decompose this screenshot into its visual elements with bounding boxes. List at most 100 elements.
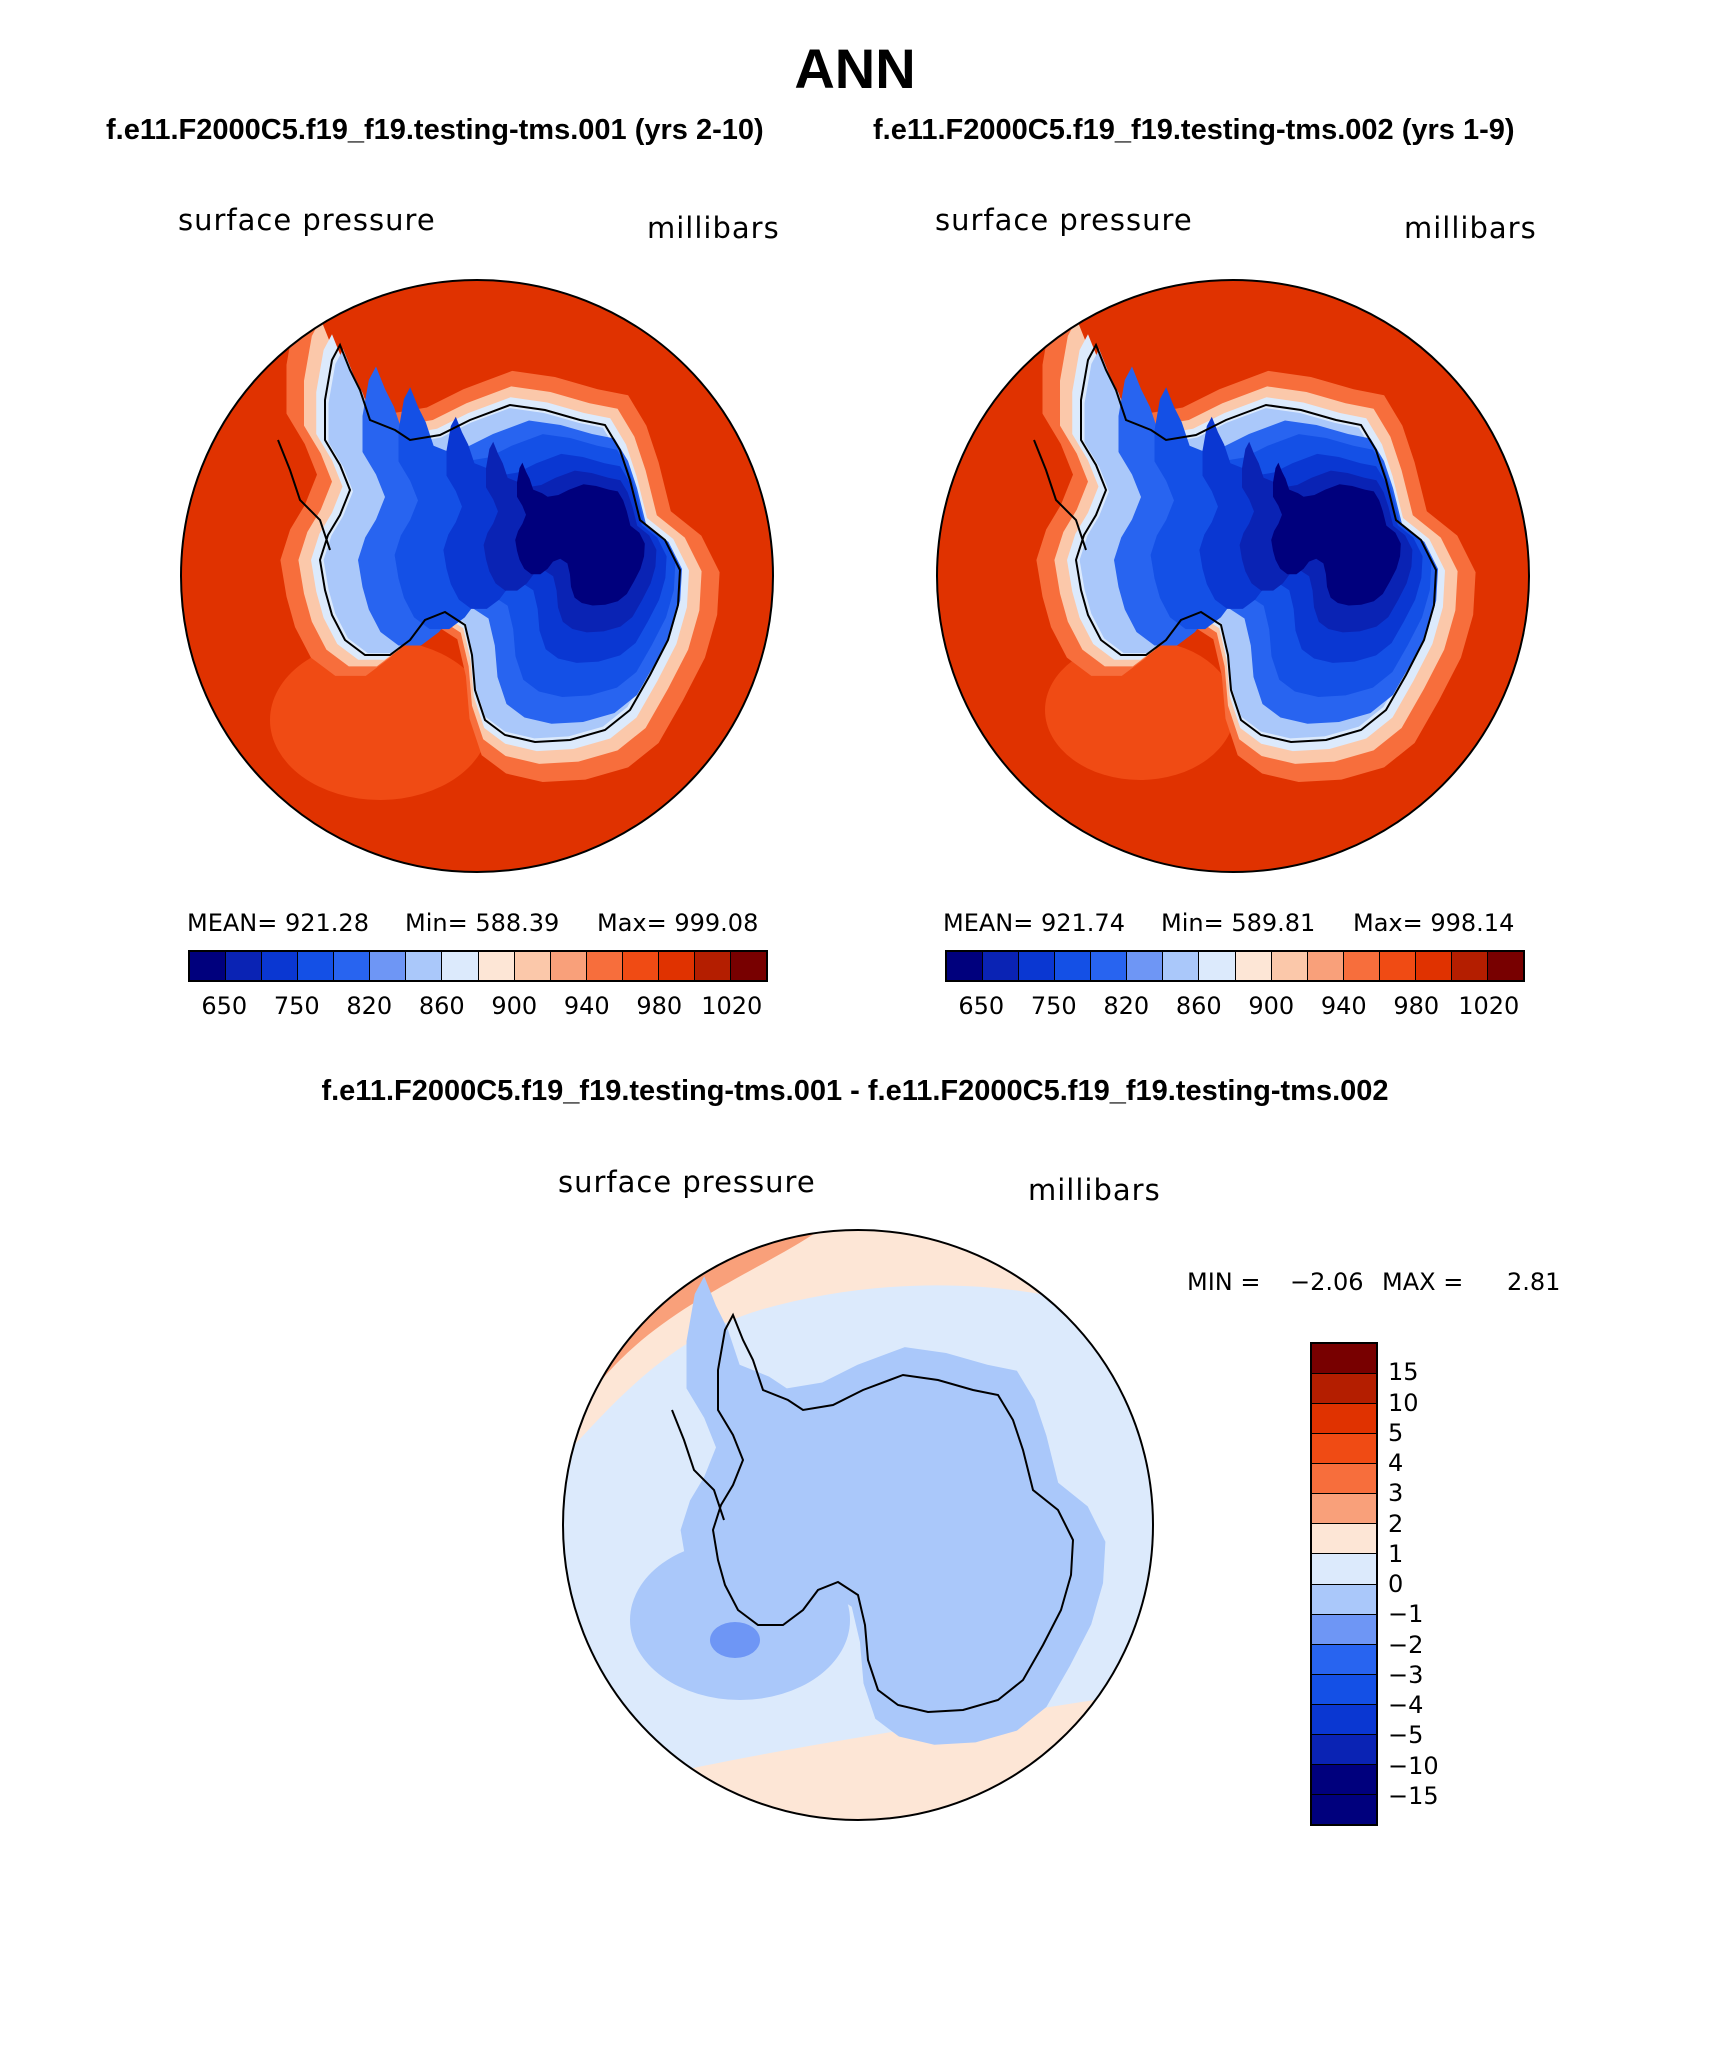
colorbar-tick-label: 820 — [346, 992, 393, 1020]
colorbar-swatch — [406, 952, 443, 980]
colorbar-swatch — [1312, 1524, 1376, 1555]
map-panel-1 — [180, 279, 774, 873]
colorbar-swatch — [1312, 1464, 1376, 1495]
colorbar-swatch — [983, 952, 1020, 980]
colorbar-swatch — [1415, 952, 1452, 980]
colorbar-swatch — [370, 952, 407, 980]
colorbar-swatch — [730, 952, 766, 980]
colorbar-swatch — [1379, 952, 1416, 980]
colorbar-swatch — [1235, 952, 1272, 980]
panel1-variable: surface pressure — [178, 203, 436, 237]
colorbar-swatch — [1312, 1494, 1376, 1525]
subtitle-left: f.e11.F2000C5.f19_f19.testing-tms.001 (y… — [106, 114, 764, 146]
colorbar-tick-label: 860 — [1175, 992, 1222, 1020]
colorbar-tick-label: 0 — [1388, 1570, 1404, 1598]
colorbar-tick-label: 10 — [1388, 1388, 1419, 1417]
diff-units: millibars — [1028, 1173, 1161, 1207]
colorbar-tick-label: 940 — [1320, 992, 1367, 1020]
colorbar-swatch — [1312, 1794, 1376, 1824]
panel1-mean: MEAN= 921.28 — [187, 909, 369, 937]
diff-colorbar — [1310, 1342, 1378, 1826]
colorbar-tick-label: −1 — [1388, 1600, 1424, 1629]
panel2-max: Max= 998.14 — [1353, 909, 1515, 937]
colorbar-tick-label: −2 — [1388, 1630, 1424, 1659]
diff-title: f.e11.F2000C5.f19_f19.testing-tms.001 - … — [321, 1075, 1389, 1107]
colorbar-swatch — [1312, 1734, 1376, 1765]
subtitle-right: f.e11.F2000C5.f19_f19.testing-tms.002 (y… — [873, 114, 1515, 146]
diff-min-label: MIN = — [1187, 1268, 1261, 1296]
colorbar-tick-label: 3 — [1388, 1479, 1404, 1508]
colorbar-tick-label: 15 — [1388, 1358, 1419, 1387]
colorbar-swatch — [1019, 952, 1056, 980]
panel1-min: Min= 588.39 — [405, 909, 560, 937]
colorbar-tick-label: 900 — [491, 992, 538, 1020]
panel1-units: millibars — [647, 211, 780, 245]
colorbar-tick-label: 650 — [958, 992, 1005, 1020]
colorbar-swatch — [514, 952, 551, 980]
panel1-colorbar — [188, 950, 768, 982]
panel2-colorbar — [945, 950, 1525, 982]
colorbar-swatch — [658, 952, 695, 980]
colorbar-swatch — [1199, 952, 1236, 980]
colorbar-swatch — [1091, 952, 1128, 980]
colorbar-swatch — [334, 952, 371, 980]
colorbar-tick-label: 940 — [563, 992, 610, 1020]
panel1-max: Max= 999.08 — [597, 909, 759, 937]
colorbar-tick-label: 900 — [1248, 992, 1295, 1020]
colorbar-swatch — [1312, 1764, 1376, 1795]
colorbar-swatch — [1343, 952, 1380, 980]
colorbar-swatch — [1271, 952, 1308, 980]
colorbar-swatch — [478, 952, 515, 980]
diff-max-value: 2.81 — [1507, 1268, 1561, 1296]
diff-min-value: −2.06 — [1290, 1268, 1364, 1296]
map-panel-2 — [936, 279, 1530, 873]
colorbar-swatch — [1055, 952, 1092, 980]
colorbar-tick-label: 1020 — [701, 992, 763, 1020]
colorbar-swatch — [190, 952, 227, 980]
colorbar-swatch — [1127, 952, 1164, 980]
colorbar-swatch — [262, 952, 299, 980]
colorbar-swatch — [1312, 1374, 1376, 1405]
colorbar-swatch — [1451, 952, 1488, 980]
colorbar-swatch — [622, 952, 659, 980]
colorbar-tick-label: 4 — [1388, 1449, 1404, 1477]
colorbar-swatch — [1487, 952, 1523, 980]
colorbar-swatch — [226, 952, 263, 980]
colorbar-tick-label: −4 — [1388, 1691, 1424, 1719]
colorbar-swatch — [1312, 1614, 1376, 1645]
panel2-min: Min= 589.81 — [1161, 909, 1316, 937]
colorbar-tick-label: −5 — [1388, 1721, 1424, 1750]
page-title: ANN — [794, 37, 916, 100]
colorbar-swatch — [1312, 1434, 1376, 1465]
colorbar-tick-label: 820 — [1103, 992, 1150, 1020]
colorbar-swatch — [1312, 1554, 1376, 1585]
panel2-mean: MEAN= 921.74 — [943, 909, 1125, 937]
colorbar-tick-label: 750 — [273, 992, 320, 1020]
panel2-units: millibars — [1404, 211, 1537, 245]
colorbar-swatch — [947, 952, 984, 980]
diff-variable: surface pressure — [558, 1165, 816, 1199]
colorbar-tick-label: 980 — [1393, 992, 1440, 1020]
colorbar-swatch — [550, 952, 587, 980]
map-panel-diff — [562, 1229, 1154, 1821]
colorbar-tick-label: 650 — [201, 992, 248, 1020]
colorbar-tick-label: 5 — [1388, 1418, 1404, 1447]
colorbar-swatch — [1163, 952, 1200, 980]
colorbar-tick-label: 2 — [1388, 1509, 1404, 1538]
colorbar-swatch — [586, 952, 623, 980]
colorbar-tick-label: 750 — [1030, 992, 1077, 1020]
panel2-variable: surface pressure — [935, 203, 1193, 237]
colorbar-tick-label: 980 — [636, 992, 683, 1020]
colorbar-tick-label: 1 — [1388, 1539, 1404, 1568]
diff-max-label: MAX = — [1382, 1268, 1464, 1296]
colorbar-swatch — [1312, 1584, 1376, 1615]
colorbar-swatch — [1312, 1344, 1376, 1375]
colorbar-swatch — [1312, 1704, 1376, 1735]
colorbar-swatch — [1312, 1644, 1376, 1675]
colorbar-tick-label: −10 — [1388, 1751, 1439, 1780]
colorbar-tick-label: −15 — [1388, 1781, 1439, 1810]
colorbar-swatch — [1312, 1404, 1376, 1435]
colorbar-tick-label: 860 — [418, 992, 465, 1020]
colorbar-swatch — [298, 952, 335, 980]
